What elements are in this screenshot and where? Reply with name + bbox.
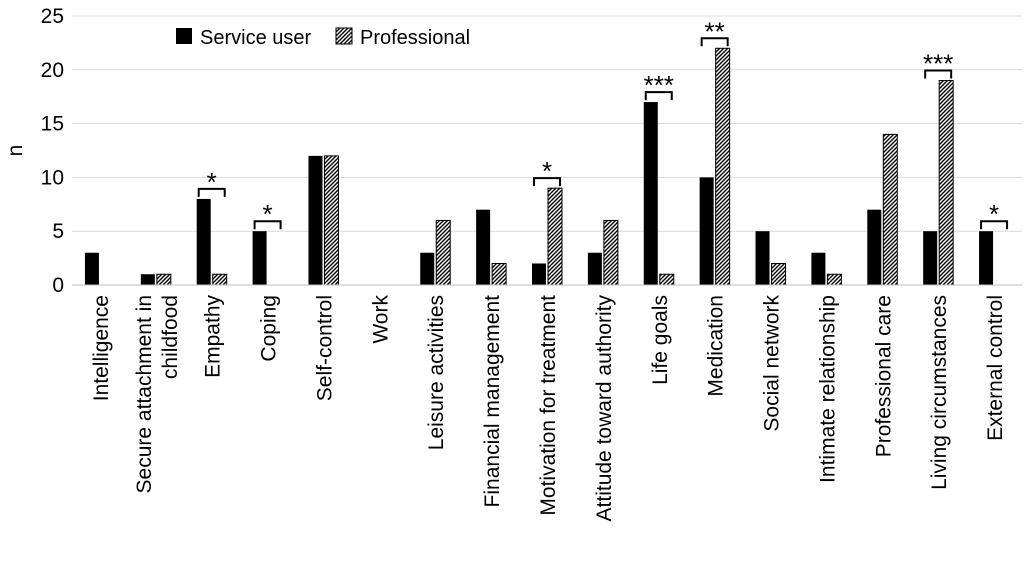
legend-swatch-service-user xyxy=(176,28,192,44)
y-tick-label: 25 xyxy=(41,5,64,28)
y-axis-label: n xyxy=(4,145,27,157)
x-tick-label: Coping xyxy=(258,295,281,362)
bar-service-user xyxy=(476,209,491,285)
x-tick-label: External control xyxy=(984,295,1007,441)
bar-service-user xyxy=(867,209,882,285)
bar-service-user xyxy=(252,231,267,285)
significance-label: *** xyxy=(923,49,953,79)
x-tick-label: Self-control xyxy=(313,295,336,401)
bar-professional xyxy=(715,47,731,286)
significance-bracket xyxy=(253,220,282,230)
bar-service-user xyxy=(643,102,658,285)
x-tick-label: Work xyxy=(369,295,392,344)
x-tick-label: Leisure activities xyxy=(425,295,448,450)
significance-label: ** xyxy=(705,16,725,46)
significance-bracket xyxy=(700,37,729,47)
significance-label: * xyxy=(207,167,217,197)
x-tick-label: Empathy xyxy=(202,295,225,378)
bar-professional xyxy=(156,273,172,286)
x-tick-label: Living circumstances xyxy=(928,295,951,490)
legend-swatch-professional xyxy=(335,27,353,45)
x-tick-label: Intelligence xyxy=(90,295,113,401)
x-tick-label: Life goals xyxy=(649,295,672,385)
bar-professional xyxy=(771,262,787,286)
bar-service-user xyxy=(979,231,994,285)
svg-text:Professional care: Professional care xyxy=(872,295,895,457)
bar-professional xyxy=(435,219,451,286)
x-tick-label: Social network xyxy=(761,295,784,432)
bar-service-user xyxy=(140,274,155,285)
bar-service-user xyxy=(923,231,938,285)
bar-professional xyxy=(212,273,228,286)
significance-label: * xyxy=(542,156,552,186)
gridlines xyxy=(72,15,1022,232)
svg-text:Social network: Social network xyxy=(761,295,784,432)
bar-service-user xyxy=(84,252,99,285)
bar-service-user xyxy=(755,231,770,285)
svg-text:Medication: Medication xyxy=(705,295,728,397)
bar-service-user xyxy=(587,252,602,285)
svg-text:Life goals: Life goals xyxy=(649,295,672,385)
x-tick-label: Financial management xyxy=(481,295,504,508)
svg-text:Leisure activities: Leisure activities xyxy=(425,295,448,450)
bar-professional xyxy=(547,187,563,286)
significance-brackets: ************ xyxy=(197,16,1009,230)
y-tick-label: 15 xyxy=(41,113,64,136)
svg-text:Living circumstances: Living circumstances xyxy=(928,295,951,490)
y-tick-label: 5 xyxy=(52,220,64,243)
svg-text:Intimate relationship: Intimate relationship xyxy=(816,295,839,483)
x-tick-label: Intimate relationship xyxy=(816,295,839,483)
legend: Service user Professional xyxy=(176,27,470,49)
bar-service-user xyxy=(699,177,714,285)
svg-text:Intelligence: Intelligence xyxy=(90,295,113,401)
bars xyxy=(84,47,994,286)
bar-professional xyxy=(491,262,507,286)
significance-bracket xyxy=(197,187,226,197)
significance-label: * xyxy=(989,199,999,229)
svg-text:Attitude toward authority: Attitude toward authority xyxy=(593,295,616,522)
svg-text:Coping: Coping xyxy=(258,295,281,362)
bar-professional xyxy=(323,155,339,286)
bar-service-user xyxy=(532,263,546,285)
bar-service-user xyxy=(196,198,211,285)
bar-service-user xyxy=(308,155,323,285)
svg-text:childfood: childfood xyxy=(159,295,182,379)
y-tick-label: 0 xyxy=(52,274,64,297)
significance-bracket xyxy=(533,177,561,187)
bar-service-user xyxy=(420,252,435,285)
axes: 0 5 10 15 20 25 n Intelligence Secure attachment… xyxy=(4,5,1022,521)
svg-text:External control: External control xyxy=(984,295,1007,441)
bar-professional xyxy=(826,273,842,286)
svg-text:Motivation for treatment: Motivation for treatment xyxy=(537,295,560,516)
y-tick-label: 10 xyxy=(41,166,64,189)
significance-bracket xyxy=(644,91,673,101)
x-tick-label: Medication xyxy=(705,295,728,397)
svg-text:Secure attachment in: Secure attachment in xyxy=(133,295,156,493)
svg-text:Financial management: Financial management xyxy=(481,295,504,508)
bar-professional xyxy=(659,273,675,286)
svg-text:Empathy: Empathy xyxy=(202,295,225,378)
bar-professional xyxy=(882,133,898,286)
bar-professional xyxy=(603,219,619,286)
x-tick-label: Attitude toward authority xyxy=(593,295,616,522)
x-tick-label: Professional care xyxy=(872,295,895,457)
y-tick-label: 20 xyxy=(41,59,64,82)
significance-label: * xyxy=(263,199,273,229)
legend-label-service-user: Service user xyxy=(200,27,311,49)
x-tick-label: Secure attachment in childfood xyxy=(133,295,182,493)
svg-text:Work: Work xyxy=(369,295,392,344)
legend-label-professional: Professional xyxy=(360,27,470,49)
significance-label: *** xyxy=(644,70,674,100)
bar-professional xyxy=(938,80,954,286)
x-tick-label: Motivation for treatment xyxy=(537,295,560,516)
significance-bracket xyxy=(980,220,1009,230)
bar-service-user xyxy=(811,252,826,285)
significance-bracket xyxy=(924,69,953,79)
svg-text:Self-control: Self-control xyxy=(313,295,336,401)
